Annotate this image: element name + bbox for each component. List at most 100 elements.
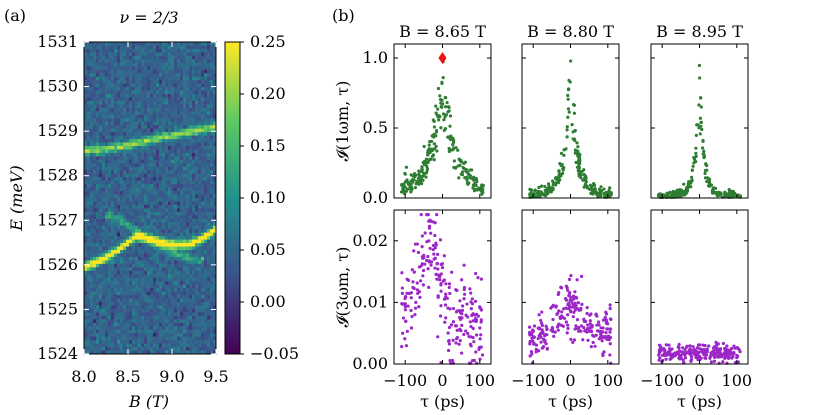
heatmap-cell — [177, 118, 181, 123]
heatmap-cell — [177, 281, 181, 286]
heatmap-cell — [171, 97, 175, 102]
heatmap-cell — [135, 55, 139, 60]
heatmap-cell — [126, 184, 130, 188]
heatmap-cell — [183, 218, 187, 223]
heatmap-cell — [207, 243, 211, 247]
heatmap-cell — [87, 118, 91, 123]
heatmap-cell — [126, 274, 130, 279]
heatmap-cell — [126, 288, 130, 292]
heatmap-cell — [150, 340, 154, 344]
heatmap-cell — [195, 201, 199, 206]
scatter-point — [473, 181, 477, 186]
heatmap-cell — [201, 83, 205, 88]
heatmap-cell — [141, 277, 145, 282]
heatmap-cell — [99, 256, 103, 261]
heatmap-cell — [96, 73, 100, 78]
heatmap-cell — [159, 80, 163, 84]
heatmap-cell — [198, 121, 202, 126]
heatmap-cell — [162, 305, 166, 310]
heatmap-frame — [83, 41, 217, 355]
heatmap-cell — [201, 288, 205, 292]
heatmap-cell — [150, 218, 154, 223]
heatmap-cell — [129, 263, 133, 268]
heatmap-cell — [120, 152, 124, 157]
heatmap-cell — [177, 243, 181, 247]
heatmap-cell — [126, 333, 130, 338]
heatmap-cell — [207, 156, 211, 161]
heatmap-cell — [162, 94, 166, 98]
heatmap-cell — [156, 135, 160, 140]
heatmap-cell — [207, 277, 211, 282]
heatmap-cell — [198, 298, 202, 303]
heatmap-cell — [138, 326, 142, 331]
heatmap-cell — [207, 340, 211, 344]
heatmap-cell — [195, 152, 199, 157]
heatmap-cell — [171, 326, 175, 331]
heatmap-cell — [114, 336, 118, 341]
heatmap-cell — [84, 312, 88, 317]
heatmap-cell — [120, 253, 124, 258]
heatmap-cell — [192, 66, 196, 71]
heatmap-cell — [93, 295, 97, 299]
heatmap-cell — [174, 326, 178, 331]
heatmap-cell — [213, 270, 217, 275]
heatmap-cell — [210, 166, 214, 171]
heatmap-cell — [126, 166, 130, 171]
heatmap-cell — [174, 45, 178, 50]
heatmap-cell — [135, 149, 139, 154]
scatter-point — [551, 187, 555, 192]
heatmap-cell — [189, 107, 193, 112]
heatmap-cell — [189, 333, 193, 338]
heatmap-cell — [159, 208, 163, 213]
heatmap-cell — [168, 97, 172, 102]
heatmap-cell — [183, 229, 187, 234]
heatmap-cell — [114, 312, 118, 317]
heatmap-cell — [156, 291, 160, 296]
heatmap-cell — [156, 128, 160, 133]
heatmap-cell — [159, 277, 163, 282]
heatmap-cell — [102, 149, 106, 154]
heatmap-cell — [213, 267, 217, 272]
heatmap-cell — [87, 66, 91, 71]
heatmap-cell — [93, 90, 97, 95]
heatmap-cell — [207, 149, 211, 154]
heatmap-cell — [192, 350, 196, 355]
heatmap-cell — [108, 218, 112, 223]
heatmap-cell — [147, 177, 151, 182]
heatmap-cell — [153, 308, 157, 313]
scatter-point — [609, 193, 613, 197]
heatmap-cell — [189, 198, 193, 202]
heatmap-cell — [174, 90, 178, 95]
heatmap-cell — [192, 225, 196, 230]
heatmap-cell — [156, 281, 160, 286]
heatmap-cell — [204, 87, 208, 91]
heatmap-cell — [84, 305, 88, 310]
heatmap-cell — [192, 170, 196, 175]
heatmap-cell — [162, 319, 166, 324]
heatmap-cell — [168, 152, 172, 157]
heatmap-cell — [159, 260, 163, 265]
heatmap-cell — [207, 218, 211, 223]
scatter-point — [400, 286, 404, 290]
heatmap-cell — [102, 302, 106, 306]
heatmap-cell — [213, 298, 217, 303]
heatmap-cell — [147, 336, 151, 341]
scatter-point — [578, 161, 582, 166]
heatmap-cell — [114, 191, 118, 195]
heatmap-cell — [135, 170, 139, 175]
heatmap-cell — [129, 347, 133, 351]
heatmap-cell — [156, 218, 160, 223]
heatmap-cell — [210, 104, 214, 109]
scatter-point — [433, 233, 437, 238]
heatmap-cell — [153, 215, 157, 220]
heatmap-cell — [123, 198, 127, 202]
heatmap-cell — [201, 298, 205, 303]
heatmap-cell — [201, 45, 205, 50]
heatmap-cell — [108, 312, 112, 317]
heatmap-cell — [96, 69, 100, 74]
scatter-point — [443, 105, 448, 109]
heatmap-cell — [180, 42, 184, 46]
heatmap-cell — [129, 142, 133, 147]
scatter-point — [412, 178, 416, 182]
heatmap-cell — [183, 302, 187, 306]
